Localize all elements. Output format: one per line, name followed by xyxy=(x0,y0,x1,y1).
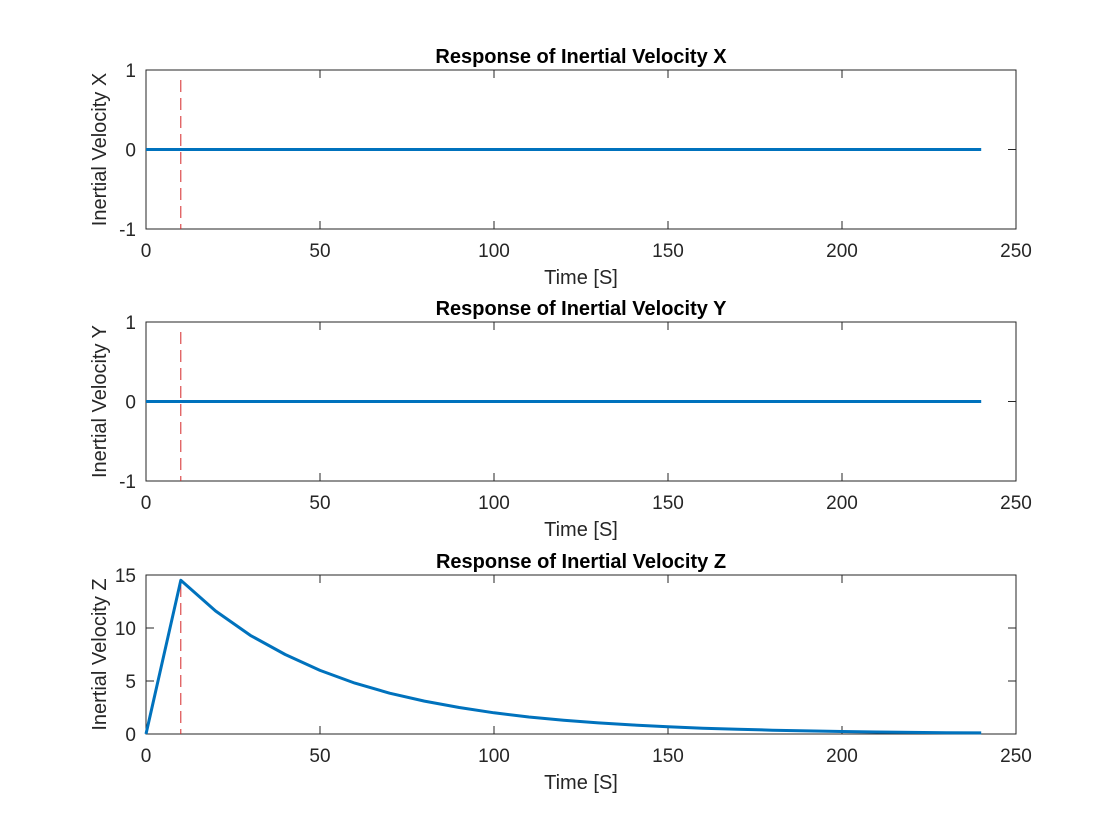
y-axis-label: Inertial Velocity Z xyxy=(89,578,111,730)
y-axis-label: Inertial Velocity Y xyxy=(89,325,111,478)
y-tick-label: 1 xyxy=(125,313,136,334)
x-tick-label: 50 xyxy=(309,746,330,767)
y-axis-label: Inertial Velocity X xyxy=(89,73,111,226)
x-tick-label: 150 xyxy=(652,241,684,262)
y-tick-label: -1 xyxy=(119,220,136,241)
y-tick-label: 10 xyxy=(115,619,136,640)
x-tick-label: 50 xyxy=(309,493,330,514)
chart-title: Response of Inertial Velocity Y xyxy=(436,298,728,320)
x-axis-label: Time [S] xyxy=(544,267,618,289)
x-tick-label: 250 xyxy=(1000,746,1032,767)
x-tick-label: 150 xyxy=(652,493,684,514)
x-tick-label: 100 xyxy=(478,241,510,262)
x-tick-label: 0 xyxy=(141,241,152,262)
y-tick-label: 0 xyxy=(125,141,136,162)
x-tick-label: 200 xyxy=(826,746,858,767)
x-tick-label: 100 xyxy=(478,493,510,514)
series-line xyxy=(144,578,982,735)
subplot-3: 0 50 100 150 200 250 0 5 10 15 Response of Inertia… xyxy=(89,551,1032,794)
x-tick-label: 200 xyxy=(826,493,858,514)
x-tick-label: 100 xyxy=(478,746,510,767)
y-tick-label: -1 xyxy=(119,472,136,493)
chart-title: Response of Inertial Velocity X xyxy=(435,46,727,68)
y-tick-label: 0 xyxy=(125,393,136,414)
x-tick-label: 0 xyxy=(141,746,152,767)
y-tick-label: 0 xyxy=(125,725,136,746)
chart-title: Response of Inertial Velocity Z xyxy=(436,551,726,573)
y-tick-label: 15 xyxy=(115,566,136,587)
x-axis-label: Time [S] xyxy=(544,519,618,541)
x-axis-label: Time [S] xyxy=(544,772,618,794)
x-tick-label: 0 xyxy=(141,493,152,514)
x-tick-label: 50 xyxy=(309,241,330,262)
axes-box xyxy=(145,574,1017,735)
x-tick-label: 250 xyxy=(1000,493,1032,514)
y-tick-label: 1 xyxy=(125,61,136,82)
x-tick-label: 150 xyxy=(652,746,684,767)
y-tick-label: 5 xyxy=(125,672,136,693)
x-tick-label: 250 xyxy=(1000,241,1032,262)
x-tick-label: 200 xyxy=(826,241,858,262)
